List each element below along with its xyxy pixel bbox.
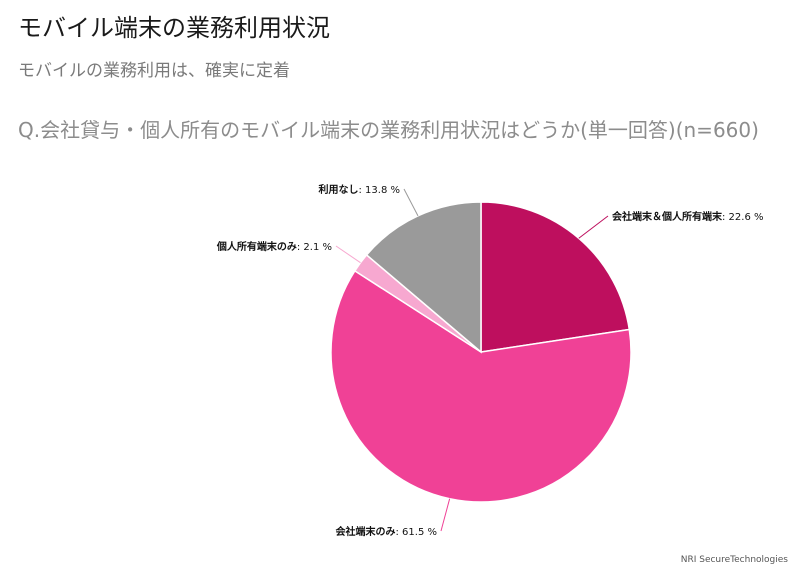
slice-label: 個人所有端末のみ: 2.1 % <box>216 240 332 253</box>
slice-label-name: 会社端末＆個人所有端末 <box>612 210 723 223</box>
slice-label: 利用なし: 13.8 % <box>319 183 401 196</box>
slice-label: 会社端末＆個人所有端末: 22.6 % <box>612 210 764 223</box>
pie-slice <box>365 201 482 354</box>
leader-line <box>335 245 361 264</box>
pie-slice <box>330 269 632 503</box>
leader-line <box>578 215 609 239</box>
leader-line <box>403 188 419 217</box>
leader-line <box>440 498 451 532</box>
slice-label-name: 利用なし <box>319 183 359 196</box>
slice-label: 会社端末のみ: 61.5 % <box>336 525 438 538</box>
slice-label-name: 個人所有端末のみ <box>216 240 297 253</box>
slice-label-value: : 61.5 % <box>396 527 438 538</box>
survey-question: Q.会社貸与・個人所有のモバイル端末の業務利用状況はどうか(単一回答)(n=66… <box>18 118 759 142</box>
source-credit: NRI SecureTechnologies <box>680 555 788 565</box>
slice-label-name: 会社端末のみ <box>336 525 396 538</box>
slice-label-value: : 2.1 % <box>297 242 332 253</box>
pie-slices <box>330 201 632 503</box>
leader-lines <box>335 188 609 532</box>
slice-label-value: : 22.6 % <box>722 212 764 223</box>
slice-label-value: : 13.8 % <box>359 185 401 196</box>
page-title: モバイル端末の業務利用状況 <box>18 14 330 42</box>
page-subtitle: モバイルの業務利用は、確実に定着 <box>18 61 290 81</box>
slice-labels: 会社端末＆個人所有端末: 22.6 % 会社端末のみ: 61.5 % 個人所有端末の… <box>216 183 764 538</box>
pie-slice <box>480 201 631 353</box>
